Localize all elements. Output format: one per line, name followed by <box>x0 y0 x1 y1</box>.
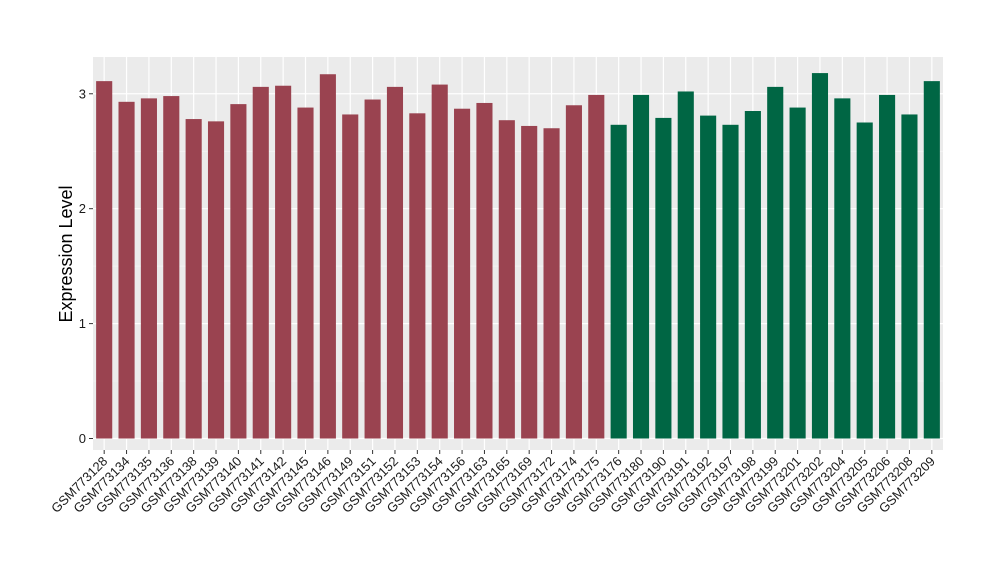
bar <box>767 86 784 439</box>
bars <box>96 73 940 439</box>
bar <box>431 84 448 439</box>
bar <box>275 85 292 439</box>
bar <box>207 121 225 439</box>
bar <box>565 105 582 439</box>
bar <box>588 94 605 439</box>
bar <box>185 119 202 439</box>
y-axis-title: Expression Level <box>56 185 76 322</box>
bar <box>342 114 359 439</box>
bar <box>476 102 493 439</box>
x-axis: GSM773128GSM773134GSM773135GSM773136GSM7… <box>48 450 938 516</box>
bar <box>96 81 113 439</box>
y-tick-label: 2 <box>79 201 86 216</box>
bar <box>632 94 650 439</box>
bar <box>923 81 940 439</box>
y-axis: 0 1 2 3 <box>79 86 93 446</box>
bar <box>386 86 404 439</box>
bar <box>879 94 896 439</box>
bar <box>118 101 135 439</box>
bar <box>610 124 627 439</box>
bar <box>655 117 672 439</box>
y-tick-label: 3 <box>79 86 86 101</box>
bar <box>677 91 694 439</box>
bar <box>811 73 829 439</box>
bar <box>498 120 515 439</box>
y-tick-label: 1 <box>79 316 86 331</box>
bar <box>364 99 381 439</box>
bar <box>409 113 426 439</box>
bar <box>834 98 851 439</box>
bar <box>140 98 157 439</box>
bar <box>297 107 314 439</box>
bar <box>789 107 806 439</box>
bar <box>722 124 739 439</box>
bar <box>744 111 761 439</box>
bar <box>319 74 336 439</box>
bar <box>521 125 538 439</box>
bar <box>454 108 471 439</box>
bar <box>163 96 180 439</box>
bar <box>252 86 269 439</box>
bar <box>856 122 873 439</box>
bar <box>901 114 918 439</box>
bar <box>543 128 560 439</box>
y-tick-label: 0 <box>79 431 86 446</box>
bar <box>700 115 717 439</box>
bar <box>230 104 247 439</box>
